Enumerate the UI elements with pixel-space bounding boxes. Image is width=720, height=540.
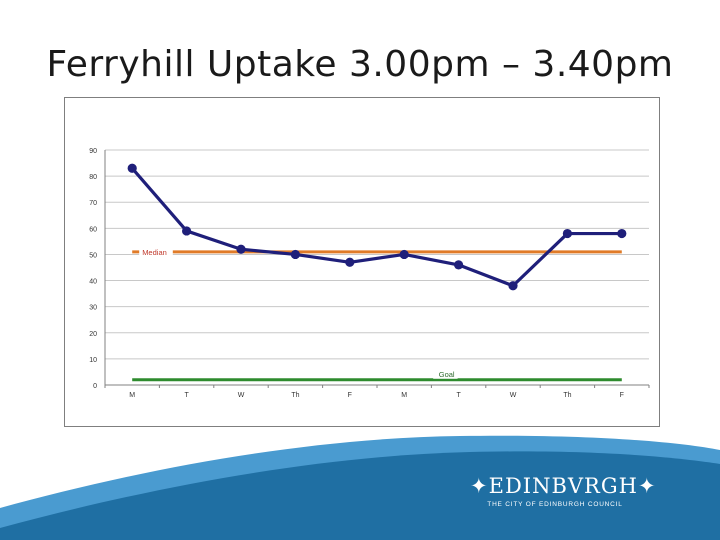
x-tick-label: W xyxy=(510,392,517,399)
y-tick-label: 50 xyxy=(89,252,97,259)
x-tick-label: F xyxy=(348,392,352,399)
logo-subtitle: THE CITY OF EDINBURGH COUNCIL xyxy=(487,501,623,508)
y-tick-label: 0 xyxy=(93,383,97,390)
logo-wordmark: ✦EDINBVRGH✦ xyxy=(470,474,656,498)
chart-frame: 0 10 20 30 40 50 60 70 80 90 M T W Th F M T W Th F Median Goa… xyxy=(64,97,660,427)
y-tick-label: 80 xyxy=(89,174,97,181)
data-point xyxy=(127,163,137,173)
data-point xyxy=(562,228,572,239)
data-point xyxy=(290,249,300,260)
x-tick-label: Th xyxy=(291,392,299,399)
data-point xyxy=(236,244,246,254)
data-point xyxy=(182,226,192,236)
data-point xyxy=(508,281,518,291)
series-line xyxy=(130,167,622,288)
x-tick-label: T xyxy=(456,392,461,399)
y-tick-label: 10 xyxy=(89,357,97,364)
y-tick-label: 20 xyxy=(89,331,97,338)
y-tick-label: 70 xyxy=(89,200,97,207)
y-tick-label: 40 xyxy=(89,279,97,286)
y-tick-label: 90 xyxy=(89,148,97,155)
x-tick-label: T xyxy=(184,392,189,399)
edinburgh-logo: ✦EDINBVRGH✦ THE CITY OF EDINBURGH COUNCI… xyxy=(470,474,656,508)
x-tick-label: F xyxy=(620,392,624,399)
data-point xyxy=(454,260,464,270)
x-tick-label: Th xyxy=(563,392,571,399)
data-point xyxy=(345,257,355,267)
x-tick-label: M xyxy=(401,392,407,399)
x-tick-label: W xyxy=(238,392,245,399)
data-point xyxy=(617,228,627,239)
logo-star-left-icon: ✦ xyxy=(470,474,489,498)
median-label-bg xyxy=(139,246,173,257)
logo-wordmark-text: EDINBVRGH xyxy=(488,474,638,498)
goal-label-bg xyxy=(433,368,458,379)
y-tick-label: 30 xyxy=(89,305,97,312)
footer-wave-dark xyxy=(0,451,720,540)
footer-wave xyxy=(0,435,720,540)
line-chart: 0 10 20 30 40 50 60 70 80 90 M T W Th F M T W Th F Median Goa… xyxy=(89,148,650,399)
slide-title: Ferryhill Uptake 3.00pm – 3.40pm xyxy=(46,44,674,85)
goal-label: Goal xyxy=(439,370,455,379)
logo-star-right-icon: ✦ xyxy=(637,474,657,498)
y-tick-label: 60 xyxy=(89,226,97,233)
data-point xyxy=(399,249,409,260)
median-label: Median xyxy=(142,248,167,257)
x-tick-label: M xyxy=(129,392,135,399)
